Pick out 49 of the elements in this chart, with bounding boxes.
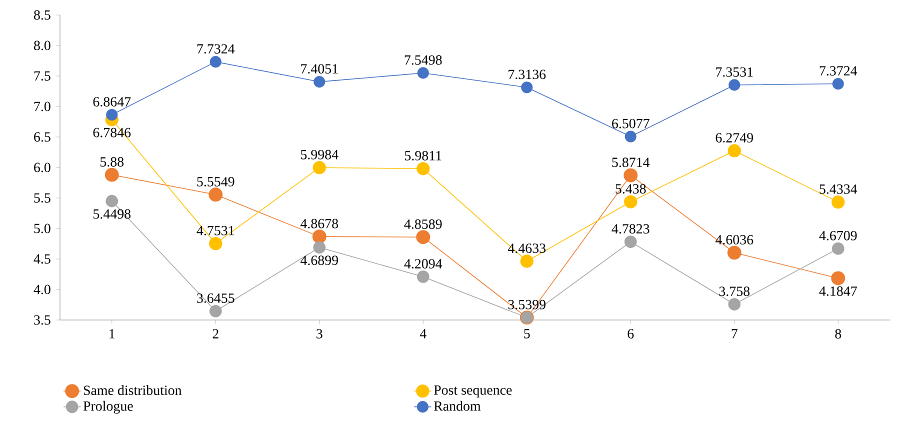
- x-tick-label: 7: [732, 329, 738, 338]
- data-label: 7.7324: [197, 44, 235, 54]
- data-label: 4.6036: [715, 235, 754, 244]
- data-label: 7.3724: [820, 66, 858, 76]
- y-tick-label: 4.5: [34, 254, 50, 264]
- data-label: 7.3136: [508, 70, 546, 80]
- data-label: 5.9984: [301, 150, 338, 160]
- legend-label: Random: [434, 400, 481, 411]
- x-tick-label: 2: [212, 329, 218, 338]
- data-label: 4.8678: [300, 218, 338, 228]
- data-label: 3.758: [719, 286, 750, 296]
- data-label: 7.5498: [404, 55, 442, 65]
- y-tick-label: 7.5: [34, 71, 50, 81]
- x-tick-label: 8: [835, 329, 842, 339]
- data-label: 6.5077: [612, 118, 650, 128]
- x-tick-label: 6: [628, 329, 634, 338]
- data-label: 4.6709: [819, 230, 857, 240]
- y-tick-label: 5.5: [34, 193, 50, 203]
- y-tick-label: 8.5: [34, 10, 50, 20]
- y-tick-label: 5.0: [34, 224, 50, 234]
- data-label: 5.5549: [197, 177, 234, 186]
- data-label: 5.88: [100, 157, 124, 167]
- data-label: 6.2749: [716, 133, 753, 143]
- legend-label: Post sequence: [434, 385, 512, 398]
- legend-label: Same distribution: [84, 385, 182, 395]
- data-label: 7.3531: [716, 67, 753, 77]
- data-label: 5.9811: [405, 150, 442, 160]
- x-tick-label: 3: [316, 329, 322, 338]
- x-tick-label: 4: [420, 329, 426, 338]
- x-tick-label: 5: [524, 329, 530, 338]
- y-tick-label: 6.0: [34, 162, 50, 172]
- y-tick-label: 6.5: [34, 132, 50, 142]
- y-tick-label: 8.0: [34, 40, 50, 50]
- data-label: 5.4498: [94, 209, 131, 219]
- data-label: 4.7823: [612, 224, 650, 234]
- y-tick-label: 3.5: [34, 315, 50, 325]
- data-label: 6.8647: [93, 97, 131, 107]
- data-label: 5.4334: [820, 184, 858, 194]
- data-label: 5.8714: [612, 158, 650, 168]
- y-tick-label: 4.0: [34, 284, 50, 294]
- data-label: 4.6899: [300, 256, 338, 266]
- y-tick-label: 7.0: [34, 102, 50, 112]
- x-tick-label: 1: [110, 329, 115, 338]
- data-label: 4.2094: [404, 259, 442, 269]
- data-label: 7.4051: [301, 64, 338, 74]
- legend-label: Prologue: [83, 400, 133, 414]
- data-label: 4.8589: [404, 219, 442, 229]
- data-label: 3.6455: [197, 293, 234, 303]
- data-label: 4.1847: [819, 286, 857, 296]
